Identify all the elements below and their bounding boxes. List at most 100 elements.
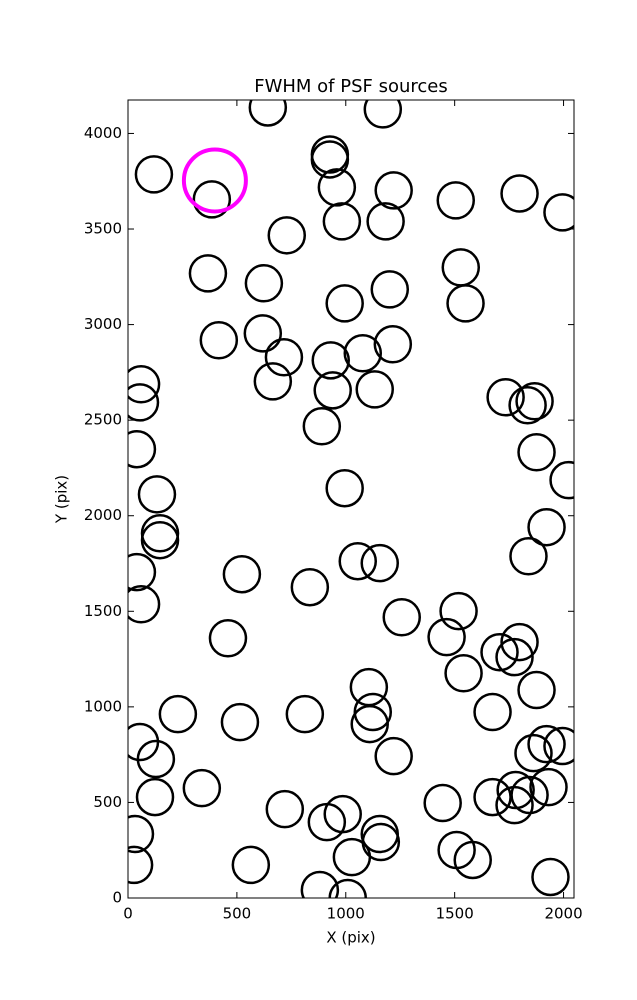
source-circle: [192, 180, 232, 219]
source-circle: [427, 617, 466, 657]
source-circle: [128, 364, 161, 404]
source-circle: [517, 433, 556, 472]
source-circle: [128, 383, 160, 422]
source-circle: [231, 845, 271, 885]
source-circle: [317, 168, 357, 207]
source-circle: [370, 270, 410, 309]
source-circle: [453, 840, 492, 880]
source-circle: [543, 193, 574, 232]
source-circle: [325, 284, 364, 323]
x-axis-label: X (pix): [326, 929, 375, 947]
source-circle: [325, 468, 364, 508]
source-circle: [328, 878, 367, 898]
source-circle: [509, 536, 548, 576]
source-circle: [439, 591, 478, 631]
x-tick-label: 1000: [327, 905, 365, 923]
source-circle: [244, 264, 284, 303]
source-circle: [508, 385, 547, 425]
source-circle: [363, 100, 403, 129]
source-circle: [302, 407, 342, 446]
source-circle: [515, 381, 554, 421]
source-circle: [382, 597, 421, 637]
source-circle: [136, 739, 176, 779]
chart-title: FWHM of PSF sources: [254, 76, 448, 97]
source-circle: [527, 507, 566, 547]
source-circle: [423, 783, 462, 823]
y-tick-label: 1500: [84, 602, 122, 620]
source-circle: [182, 768, 222, 808]
plot-area: [128, 100, 574, 898]
source-circle: [360, 543, 399, 583]
y-tick-label: 3000: [84, 315, 122, 333]
y-tick-label: 0: [112, 889, 122, 907]
x-tick-label: 500: [223, 905, 252, 923]
source-circle: [128, 845, 154, 885]
source-circle: [135, 777, 175, 817]
source-circle: [322, 202, 362, 241]
source-circle: [285, 694, 325, 734]
source-circle: [264, 338, 304, 377]
y-tick-label: 4000: [84, 124, 122, 142]
source-circle: [199, 321, 239, 360]
source-circle: [531, 857, 570, 897]
source-circle: [444, 653, 483, 693]
source-circle: [158, 694, 198, 734]
x-tick-label: 0: [123, 905, 133, 923]
source-circle: [500, 174, 539, 213]
source-circle: [222, 554, 262, 594]
y-tick-label: 3500: [84, 220, 122, 238]
source-circle: [307, 802, 347, 842]
source-circle: [514, 733, 553, 773]
source-circle: [355, 370, 394, 409]
source-circle: [374, 736, 413, 776]
source-circle: [267, 216, 307, 255]
plot-frame: [127, 99, 575, 899]
source-circle: [517, 670, 556, 710]
source-circle: [128, 584, 161, 624]
source-circle: [265, 789, 305, 829]
source-circle: [208, 618, 248, 658]
source-circle: [543, 726, 574, 766]
y-axis-label: Y (pix): [53, 475, 71, 524]
source-circle: [338, 541, 378, 581]
y-tick-label: 1000: [84, 697, 122, 715]
source-circle: [500, 622, 539, 662]
source-circle: [220, 702, 260, 742]
source-circle: [310, 140, 350, 179]
source-circle: [549, 460, 574, 500]
source-circle: [495, 785, 534, 825]
y-tick-label: 500: [93, 793, 122, 811]
source-circle: [529, 767, 568, 807]
x-tick-label: 1500: [436, 905, 474, 923]
source-circle: [311, 341, 350, 380]
source-circle: [140, 520, 180, 560]
y-tick-label: 2000: [84, 506, 122, 524]
source-circle: [446, 284, 485, 323]
source-circle: [134, 155, 174, 194]
source-circle: [486, 377, 525, 417]
source-circle: [300, 870, 340, 898]
source-circle: [253, 362, 293, 401]
source-circle: [290, 567, 330, 607]
source-circle: [313, 371, 352, 410]
source-circle: [374, 171, 413, 210]
y-tick-label: 2500: [84, 411, 122, 429]
source-circle: [243, 314, 283, 353]
source-circle: [140, 514, 180, 553]
source-circle: [373, 325, 413, 364]
source-circle: [128, 814, 155, 854]
source-circle: [350, 704, 389, 744]
source-circle: [188, 254, 228, 293]
source-circle: [128, 429, 157, 469]
source-circle: [248, 100, 288, 127]
source-circle: [332, 837, 372, 877]
source-circle: [181, 147, 248, 214]
source-circle: [480, 632, 519, 672]
source-circle: [137, 475, 177, 514]
source-circle: [436, 181, 475, 220]
source-circle: [366, 202, 405, 241]
source-circle: [128, 552, 157, 592]
source-circle: [495, 637, 534, 677]
